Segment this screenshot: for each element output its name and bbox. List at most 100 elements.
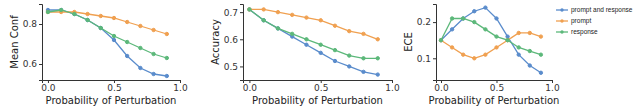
- marker: [495, 17, 498, 20]
- marker: [248, 8, 251, 11]
- marker: [125, 54, 128, 57]
- marker: [276, 10, 279, 13]
- x-tick: 0.0: [41, 80, 56, 93]
- marker: [305, 16, 308, 19]
- marker: [73, 12, 76, 15]
- marker: [125, 40, 128, 43]
- x-tick: 0.0: [434, 80, 449, 93]
- x-tick: 1.0: [545, 80, 560, 93]
- marker: [439, 38, 442, 41]
- x-tick: 0.5: [490, 80, 504, 93]
- marker: [262, 19, 265, 22]
- marker: [125, 20, 128, 23]
- marker: [305, 38, 308, 41]
- marker: [305, 43, 308, 46]
- y-tick-label: 0.5: [224, 62, 238, 72]
- marker: [86, 18, 89, 21]
- marker: [484, 53, 487, 56]
- panel: 0.00.51.00.60.8Probability of Perturbati…: [9, 5, 188, 107]
- marker: [165, 56, 168, 59]
- y-axis: 0.5 0.6 0.7: [224, 5, 244, 81]
- marker: [450, 46, 453, 49]
- marker: [46, 10, 49, 13]
- marker: [73, 12, 76, 15]
- x-tick-label: 1.0: [173, 83, 188, 93]
- series-line: [48, 12, 167, 34]
- legend-label: prompt and response: [571, 6, 633, 14]
- series-line: [249, 9, 377, 39]
- y-tick-mark: [39, 24, 42, 25]
- marker: [484, 28, 487, 31]
- x-tick-label: 0.5: [490, 83, 504, 93]
- marker: [112, 34, 115, 37]
- series-line: [48, 10, 167, 76]
- y-axis-title: ECE: [403, 32, 414, 52]
- marker: [290, 32, 293, 35]
- y-tick-mark: [240, 12, 243, 13]
- marker: [276, 27, 279, 30]
- y-tick-label: 0.6: [224, 35, 239, 45]
- marker: [248, 8, 251, 11]
- x-tick-label: 1.0: [545, 83, 560, 93]
- marker: [99, 26, 102, 29]
- y-tick-label: 0.6: [23, 59, 38, 69]
- marker: [112, 16, 115, 19]
- marker: [517, 53, 520, 56]
- y-tick-mark: [39, 64, 42, 65]
- marker: [439, 38, 442, 41]
- marker: [348, 29, 351, 32]
- marker: [450, 17, 453, 20]
- marker: [376, 57, 379, 60]
- series-line: [249, 9, 377, 74]
- marker: [59, 8, 62, 11]
- x-axis: 0.0 0.5 1.0: [434, 80, 560, 93]
- y-axis-title: Accuracy: [210, 19, 221, 65]
- marker: [362, 57, 365, 60]
- x-tick-label: 1.0: [385, 83, 400, 93]
- x-tick: 0.5: [314, 80, 328, 93]
- marker: [333, 59, 336, 62]
- y-axis: 0.10.2: [417, 5, 437, 81]
- marker: [539, 35, 542, 38]
- series-line: [441, 33, 541, 58]
- marker: [376, 73, 379, 76]
- marker: [139, 46, 142, 49]
- marker: [99, 26, 102, 29]
- marker: [473, 20, 476, 23]
- marker: [495, 46, 498, 49]
- marker: [506, 35, 509, 38]
- y-tick: 0.2: [417, 17, 436, 27]
- marker: [152, 72, 155, 75]
- legend-label: response: [571, 28, 598, 36]
- plot-area: [439, 6, 542, 75]
- marker: [348, 54, 351, 57]
- marker: [376, 38, 379, 41]
- marker: [86, 12, 89, 15]
- y-tick-mark: [433, 58, 436, 59]
- marker: [276, 27, 279, 30]
- marker: [439, 38, 442, 41]
- legend: prompt and responsepromptresponse: [556, 6, 633, 36]
- marker: [248, 8, 251, 11]
- y-tick: 0.7: [224, 8, 243, 18]
- x-tick: 0.5: [107, 80, 121, 93]
- marker: [539, 71, 542, 74]
- panel: 0.00.51.00.50.60.7Probability of Perturb…: [210, 5, 400, 107]
- marker: [462, 17, 465, 20]
- y-axis: 0.6 0.8: [23, 5, 43, 81]
- series-line: [441, 18, 541, 54]
- x-axis-title: Probability of Perturbation: [252, 95, 383, 106]
- marker: [59, 8, 62, 11]
- marker: [362, 70, 365, 73]
- marker: [528, 31, 531, 34]
- marker: [348, 65, 351, 68]
- marker: [462, 17, 465, 20]
- x-axis: 0.00.51.0: [243, 80, 400, 93]
- marker: [333, 48, 336, 51]
- legend-marker: [560, 8, 563, 11]
- y-tick-label: 0.8: [23, 19, 38, 29]
- y-axis-title: Mean Conf: [9, 15, 20, 69]
- marker: [362, 32, 365, 35]
- marker: [539, 53, 542, 56]
- y-axis-line: [433, 5, 437, 81]
